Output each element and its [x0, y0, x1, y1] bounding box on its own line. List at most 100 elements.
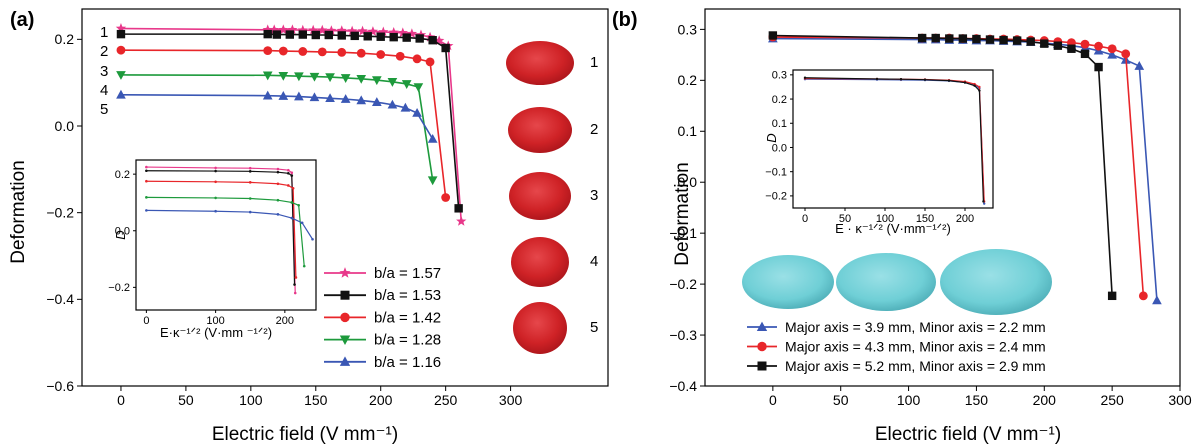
chart-b-data-point: [972, 34, 981, 44]
chart-a-legend-marker: [339, 267, 351, 278]
droplet-image-5: [513, 302, 567, 354]
inset-b-xlabel: E · κ⁻¹ᐟ² (V·mm⁻¹ᐟ²): [835, 221, 951, 236]
inset-a-data-point: [294, 276, 298, 279]
inset-b-series-3: [803, 76, 985, 203]
droplet-image-2: [508, 107, 572, 153]
inset-b-data-point: [803, 76, 807, 79]
inset-a-series-line: [146, 209, 314, 240]
droplet-image-b1: [742, 255, 834, 309]
chart-a-data-point: [294, 91, 304, 101]
inset-b-y-tick-label: 0.0: [772, 142, 787, 154]
chart-b-y-tick-label: −0.4: [669, 378, 697, 394]
chart-a-data-point: [395, 51, 405, 61]
chart-a-legend-marker: [339, 356, 351, 366]
inset-a-data-point: [302, 264, 306, 268]
inset-a-series-line: [146, 180, 297, 278]
inset-b-data-point: [875, 77, 879, 81]
chart-b-x-tick-label: 100: [897, 392, 921, 408]
chart-a-data-point: [387, 78, 398, 87]
droplet-images-a: 1 2 3 4 5: [506, 41, 598, 354]
chart-a-data-point: [326, 25, 337, 36]
inset-b-data-point: [963, 81, 967, 84]
panel-a-xlabel: Electric field (V mm⁻¹): [212, 424, 398, 445]
inset-a-data-point: [145, 196, 148, 199]
droplet-image-3: [509, 172, 571, 220]
chart-a-y-tick-label: 0.0: [55, 118, 75, 134]
inset-a-y-tick-label: 0.0: [115, 226, 130, 238]
inset-a-data-point: [214, 169, 217, 173]
inset-a-data-point: [145, 209, 148, 212]
inset-a-data-point: [214, 166, 217, 170]
chart-b-y-tick-label: 0.3: [678, 21, 698, 37]
inset-a-y-tick-label: −0.2: [108, 282, 130, 294]
chart-a-data-point: [456, 215, 467, 226]
chart-a-data-point: [389, 32, 398, 42]
chart-a-legend-label: b/a = 1.16: [374, 354, 441, 371]
inset-b-data-point: [982, 200, 985, 203]
chart-b-legend-item-3: Major axis = 5.2 mm, Minor axis = 2.9 mm: [747, 358, 1046, 374]
chart-b-data-point: [999, 35, 1008, 45]
chart-a-data-point: [356, 74, 367, 84]
chart-a-data-point: [367, 26, 379, 36]
chart-b-data-point: [985, 35, 995, 44]
inset-b-y-tick-label: 0.1: [772, 118, 787, 130]
chart-a-data-point: [272, 30, 282, 39]
curve-numbers-a: 1 2 3 4 5: [100, 24, 108, 118]
inset-a-series-2: [145, 169, 296, 286]
curve-number-5: 5: [100, 101, 108, 118]
chart-a-series-5: [116, 89, 438, 143]
inset-a-data-point: [248, 210, 252, 214]
inset-a-data-point: [290, 216, 294, 220]
chart-a-series-4: [116, 71, 438, 186]
inset-a-data-point: [248, 197, 252, 200]
chart-a-data-point: [371, 97, 382, 106]
plot-a: 0 50 100 150 200 250 300−0.6−0.4−0.20.00.2: [46, 8, 609, 408]
chart-a-data-point: [278, 46, 288, 56]
chart-b-x-tick-label: 250: [1100, 392, 1124, 408]
chart-a-data-point: [298, 30, 307, 39]
inset-b-series-2: [803, 77, 986, 203]
inset-b-data-point: [978, 85, 981, 89]
curve-number-2: 2: [100, 43, 108, 60]
chart-a-data-point: [413, 83, 424, 93]
inset-a-series-1: [145, 165, 297, 295]
droplet-number-1: 1: [590, 54, 598, 71]
droplet-number-5: 5: [590, 319, 598, 336]
inset-b-x-tick-label: 50: [839, 213, 851, 225]
chart-a-legend-label: b/a = 1.53: [374, 287, 441, 304]
chart-a-data-point: [454, 204, 463, 213]
chart-b-data-point: [1107, 44, 1117, 54]
chart-a-data-point: [340, 94, 351, 103]
inset-a-data-point: [287, 172, 290, 175]
chart-a-data-point: [116, 89, 126, 99]
chart-a-data-point: [311, 30, 320, 40]
chart-b-y-tick-label: 0.0: [678, 174, 698, 190]
chart-a-y-tick-label: −0.6: [46, 378, 74, 394]
chart-a-data-point: [325, 73, 335, 83]
chart-a-legend-item-5: b/a = 1.16: [324, 354, 441, 371]
inset-a-data-point: [248, 181, 252, 184]
legend-a: b/a = 1.57 b/a = 1.53 b/a = 1.42 b/a = 1.28…: [324, 265, 441, 371]
chart-b-legend-label: Major axis = 5.2 mm, Minor axis = 2.9 mm: [785, 358, 1046, 374]
chart-b-data-point: [958, 34, 968, 43]
chart-b-plot-frame: [704, 8, 1181, 387]
chart-a-data-point: [427, 176, 438, 186]
chart-a-data-point: [262, 90, 273, 100]
chart-b-data-point: [1134, 61, 1145, 70]
chart-a-legend-marker: [340, 290, 350, 300]
droplet-number-3: 3: [590, 187, 598, 204]
panel-a: (a) 0 50 100 150 200 250 300−0.6−0.4−0.20.00.2…: [8, 8, 609, 445]
inset-a-data-point: [145, 169, 148, 173]
chart-a-legend-label: b/a = 1.42: [374, 309, 441, 326]
chart-a-data-point: [357, 25, 368, 36]
chart-b-data-point: [1026, 37, 1035, 46]
chart-a-data-point: [356, 48, 366, 58]
chart-a-data-point: [262, 24, 273, 35]
chart-a-data-point: [388, 26, 399, 37]
chart-a-data-point: [116, 29, 126, 39]
chart-a-data-point: [285, 30, 295, 39]
inset-a-data-point: [276, 182, 280, 186]
chart-b-data-point: [1094, 41, 1103, 51]
inset-a-series-4: [145, 196, 306, 268]
inset-b: 0 50 100 150 200 −0.2 −0.1 0.0 0.1 0.2 0.3: [765, 69, 994, 225]
